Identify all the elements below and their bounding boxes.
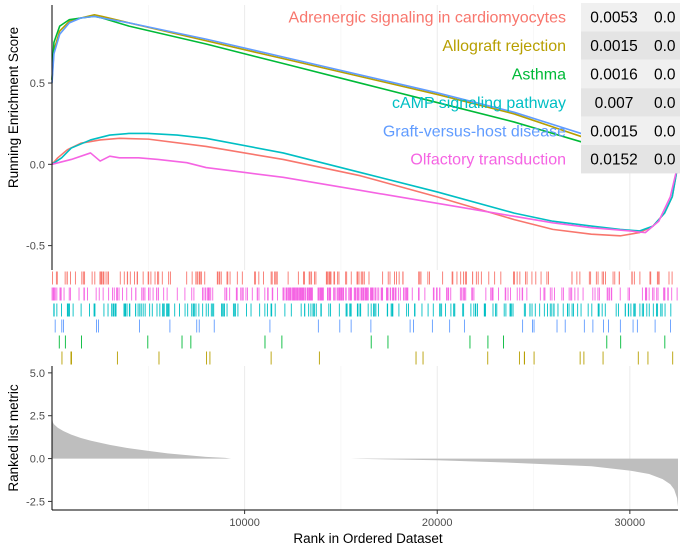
top-y-tick-label: 0.5 — [30, 78, 45, 90]
pvalue-text: 0.0015 — [590, 38, 637, 55]
ranked-metric-area — [52, 414, 678, 507]
pvalue-cell — [581, 31, 647, 60]
bottom-y-tick-label: 0.0 — [30, 454, 45, 466]
padjust-cell — [647, 31, 680, 60]
pvalue-cell — [581, 145, 647, 174]
gene-hits-5 — [51, 287, 678, 301]
padjust-cell — [647, 3, 680, 32]
pvalue-text: 0.0016 — [590, 67, 637, 84]
gene-hits-0 — [52, 271, 673, 285]
bottom-y-tick-label: -2.5 — [26, 496, 45, 508]
pvalue-text: 0.007 — [595, 95, 634, 112]
pvalue-text: 0.0152 — [590, 152, 637, 169]
x-tick-label: 30000 — [615, 517, 646, 529]
legend-label-3: cAMP signaling pathway — [392, 95, 566, 112]
es-line-2 — [51, 15, 679, 166]
x-tick-label: 10000 — [229, 517, 260, 529]
pvalue-text: 0.0053 — [590, 10, 637, 27]
top-y-ticks: 0.5 0.0 -0.5 — [26, 78, 52, 253]
gene-hits-1 — [61, 351, 674, 365]
x-ticks: 10000 20000 30000 — [229, 510, 645, 529]
es-line-3 — [51, 132, 679, 232]
legend-label-1: Allograft rejection — [442, 38, 566, 55]
bottom-y-axis-title: Ranked list metric — [6, 384, 21, 492]
pvalue-text: 0.0015 — [590, 123, 637, 140]
padjust-text: 0.0 — [654, 38, 676, 55]
padjust-cell — [647, 88, 680, 117]
bottom-y-ticks: 5.0 2.5 0.0 -2.5 — [26, 368, 52, 508]
x-axis-title: Rank in Ordered Dataset — [293, 531, 443, 546]
padjust-cell — [647, 145, 680, 174]
pvalue-cell — [581, 116, 647, 145]
bottom-y-tick-label: 2.5 — [30, 411, 45, 423]
es-lines — [51, 13, 679, 237]
legend-label-5: Olfactory transduction — [410, 152, 566, 169]
gene-hits-2 — [58, 335, 666, 349]
es-line-4 — [51, 15, 679, 166]
pvalue-cell — [581, 59, 647, 89]
bottom-y-tick-label: 5.0 — [30, 368, 45, 380]
padjust-text: 0.0 — [654, 95, 676, 112]
legend-label-0: Adrenergic signaling in cardiomyocytes — [289, 10, 566, 27]
top-y-axis-title: Running Enrichment Score — [6, 27, 21, 188]
gene-hits-4 — [54, 319, 671, 333]
legend-label-2: Asthma — [512, 67, 566, 84]
pvalue-cell — [581, 3, 647, 32]
gene-hit-ticks — [51, 271, 678, 365]
pvalue-cell — [581, 88, 647, 117]
x-tick-label: 20000 — [422, 517, 453, 529]
es-line-5 — [51, 152, 679, 234]
legend-table: Adrenergic signaling in cardiomyocytes 0.… — [289, 3, 680, 174]
padjust-cell — [647, 116, 680, 145]
padjust-cell — [647, 59, 680, 89]
top-y-tick-label: 0.0 — [30, 159, 45, 171]
padjust-text: 0.0 — [654, 123, 676, 140]
padjust-text: 0.0 — [654, 10, 676, 27]
legend-label-4: Graft-versus-host disease — [383, 123, 566, 140]
gene-hits-3 — [53, 303, 672, 317]
top-y-tick-label: -0.5 — [26, 241, 45, 253]
padjust-text: 0.0 — [654, 152, 676, 169]
padjust-text: 0.0 — [654, 67, 676, 84]
